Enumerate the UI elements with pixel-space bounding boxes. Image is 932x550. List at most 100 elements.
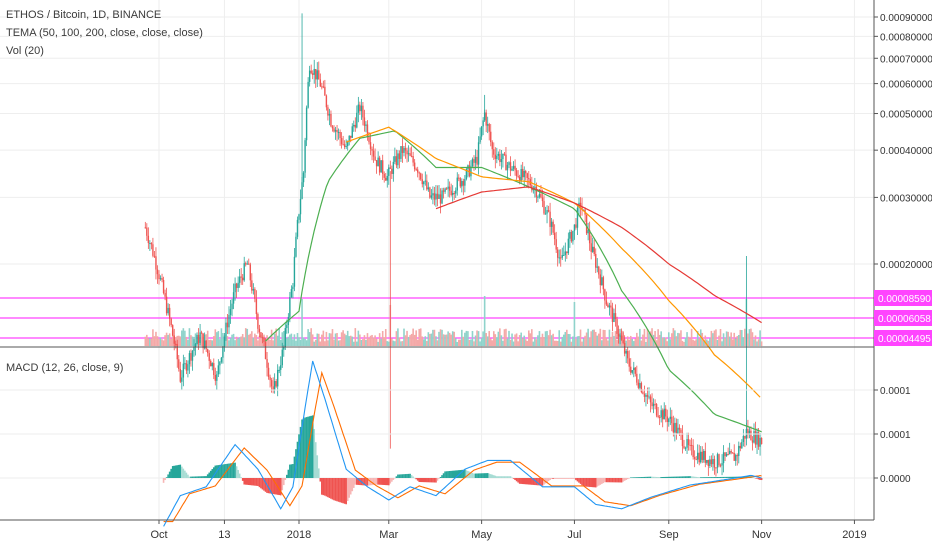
macd-histogram-bar: [187, 474, 189, 478]
volume-bar: [438, 331, 440, 346]
volume-bar: [272, 340, 274, 346]
candle-body: [727, 454, 729, 456]
candle-body: [232, 292, 235, 304]
candle-body: [187, 364, 189, 371]
candle-body: [681, 432, 684, 447]
candle-body: [404, 148, 407, 151]
candle-body: [216, 374, 218, 381]
macd-histogram-bar: [295, 449, 297, 478]
volume-bar: [713, 330, 716, 346]
macd-histogram-bar: [537, 478, 539, 486]
macd-histogram-bar: [404, 474, 407, 478]
candle-body: [351, 126, 353, 138]
volume-bar: [235, 336, 238, 346]
volume-bar: [158, 338, 160, 346]
volume-bar: [547, 335, 550, 346]
candle-body: [511, 168, 513, 171]
candle-body: [289, 297, 291, 317]
candle-body: [254, 288, 256, 299]
candle-body: [693, 457, 696, 459]
candle-body: [334, 129, 337, 132]
candle-body: [474, 156, 477, 163]
macd-histogram-bar: [573, 478, 576, 479]
tema-legend[interactable]: TEMA (50, 100, 200, close, close, close): [6, 27, 203, 39]
macd-histogram-bar: [588, 478, 591, 487]
macd-histogram-bar: [247, 478, 250, 486]
candle-body: [330, 113, 332, 127]
volume-bar: [558, 330, 561, 346]
volume-bar: [369, 335, 372, 346]
volume-bar: [302, 337, 305, 346]
volume-bar: [678, 333, 681, 346]
macd-legend[interactable]: MACD (12, 26, close, 9): [6, 362, 124, 374]
macd-histogram-bar: [281, 478, 284, 491]
macd-histogram-bar: [359, 478, 361, 486]
candle-body: [496, 155, 498, 159]
macd-histogram-bar: [238, 473, 241, 478]
macd-histogram-bar: [649, 476, 652, 478]
volume-bar: [594, 331, 597, 346]
macd-histogram-bar: [430, 478, 433, 483]
volume-bar: [281, 332, 284, 346]
macd-histogram-bar: [534, 478, 536, 486]
price-label: 0.00008590: [878, 294, 931, 305]
volume-bar: [505, 328, 507, 346]
volume-bar: [270, 329, 273, 346]
volume-bar: [671, 333, 673, 346]
volume-bar: [518, 335, 521, 346]
volume-bar: [637, 336, 640, 346]
macd-histogram-bar: [251, 478, 253, 486]
volume-bar: [684, 337, 687, 346]
candle-body: [409, 153, 411, 156]
volume-bar: [527, 330, 530, 346]
volume-bar: [251, 331, 253, 346]
macd-histogram-bar: [461, 469, 463, 478]
macd-histogram-bar: [244, 478, 247, 485]
candle-body: [479, 136, 481, 143]
macd-histogram-bar: [298, 434, 300, 478]
macd-histogram-bar: [696, 477, 699, 478]
candle-body: [572, 230, 574, 242]
volume-bar: [672, 328, 675, 346]
candle-body: [176, 344, 178, 360]
volume-bar: [241, 334, 244, 346]
candle-body: [146, 227, 148, 236]
volume-bar: [433, 329, 436, 346]
volume-bar: [718, 335, 720, 346]
candle-body: [416, 169, 419, 173]
candle-body: [575, 224, 577, 228]
macd-histogram-bar: [690, 476, 693, 478]
candle-body: [451, 193, 454, 195]
macd-histogram-bar: [719, 476, 722, 478]
candle-body: [372, 150, 375, 157]
macd-histogram-bar: [197, 476, 200, 478]
macd-histogram-bar: [655, 476, 658, 478]
volume-bar: [555, 340, 557, 346]
candle-body: [735, 455, 737, 461]
macd-histogram-bar: [222, 464, 224, 478]
candle-body: [690, 444, 693, 446]
macd-histogram-bar: [324, 478, 326, 496]
candle-body: [395, 156, 398, 166]
volume-bar: [756, 341, 758, 346]
volume-bar: [725, 331, 728, 346]
volume-bar: [430, 333, 433, 346]
macd-histogram-bar: [261, 478, 264, 490]
candle-body: [553, 232, 556, 240]
macd-histogram-bar: [319, 478, 322, 482]
candle-body: [353, 124, 355, 127]
candle-body: [286, 325, 288, 329]
macd-histogram-bar: [709, 477, 711, 478]
volume-legend[interactable]: Vol (20): [6, 45, 44, 57]
volume-bar: [584, 335, 586, 346]
macd-histogram-bar: [444, 471, 446, 478]
macd-histogram-bar: [527, 478, 530, 485]
volume-bar: [384, 329, 387, 346]
candle-body: [423, 181, 425, 185]
macd-histogram-bar: [313, 429, 316, 478]
candle-body: [703, 450, 705, 460]
macd-histogram-bar: [567, 478, 570, 479]
macd-histogram-bar: [497, 476, 500, 478]
macd-histogram-bar: [454, 470, 457, 478]
candle-body: [485, 112, 487, 126]
